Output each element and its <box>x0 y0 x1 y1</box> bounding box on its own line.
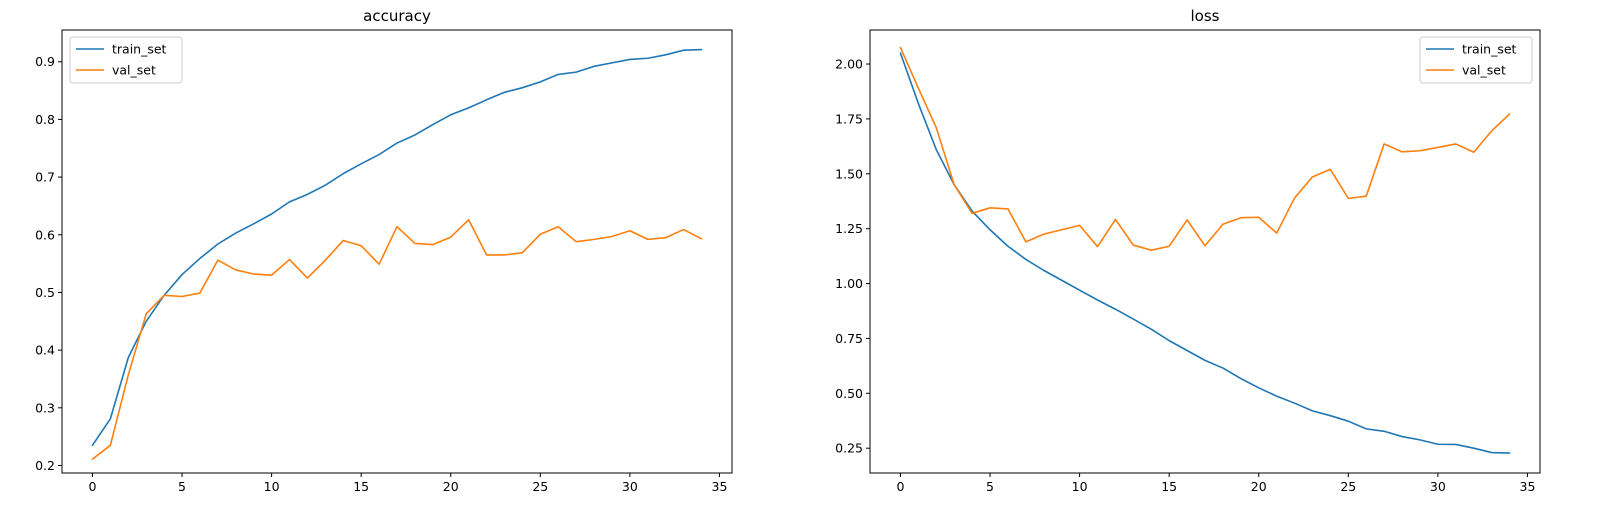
chart-title: accuracy <box>363 7 431 25</box>
x-tick-label: 15 <box>353 479 369 494</box>
x-tick-label: 0 <box>896 479 904 494</box>
legend-label: val_set <box>1462 63 1506 78</box>
y-tick-label: 1.00 <box>835 276 863 291</box>
x-tick-label: 30 <box>622 479 638 494</box>
x-tick-label: 20 <box>1251 479 1267 494</box>
series-line-train-set <box>91 48 703 447</box>
series-line-val-set <box>91 218 703 460</box>
legend-label: train_set <box>112 42 167 57</box>
x-tick-label: 35 <box>712 479 728 494</box>
x-tick-label: 20 <box>443 479 459 494</box>
y-tick-label: 0.25 <box>835 441 863 456</box>
x-tick-label: 0 <box>88 479 96 494</box>
y-tick-label: 0.5 <box>35 285 55 300</box>
series-line-val-set <box>899 46 1511 251</box>
y-tick-label: 0.8 <box>35 112 55 127</box>
y-tick-label: 1.50 <box>835 166 863 181</box>
y-tick-label: 0.6 <box>35 227 55 242</box>
y-tick-label: 0.75 <box>835 331 863 346</box>
x-tick-label: 25 <box>1340 479 1356 494</box>
x-tick-label: 5 <box>178 479 186 494</box>
chart-title: loss <box>1191 7 1220 25</box>
legend-label: val_set <box>112 63 156 78</box>
axes-frame <box>869 29 1541 474</box>
x-tick-label: 25 <box>532 479 548 494</box>
series-line-train-set <box>899 52 1511 454</box>
y-tick-label: 0.4 <box>35 343 55 358</box>
y-tick-label: 0.7 <box>35 170 55 185</box>
x-tick-label: 35 <box>1520 479 1536 494</box>
legend: train_set val_set <box>69 36 183 84</box>
y-tick-label: 1.25 <box>835 221 863 236</box>
accuracy-subplot: accuracy 0 5 10 15 20 25 30 35 0.2 0.3 0.4 0.5 0.6 0.7… <box>35 7 733 494</box>
loss-subplot: loss 0 5 10 15 20 25 30 35 0.25 0.50 0.75 1.00 1.25 1.… <box>835 7 1541 494</box>
x-tick-label: 30 <box>1430 479 1446 494</box>
x-tick-label: 10 <box>1072 479 1088 494</box>
y-tick-label: 0.9 <box>35 54 55 69</box>
y-tick-label: 0.3 <box>35 400 55 415</box>
legend: train_set val_set <box>1419 36 1533 84</box>
axes-frame <box>61 29 733 474</box>
y-tick-label: 0.2 <box>35 458 55 473</box>
legend-label: train_set <box>1462 42 1517 57</box>
x-tick-label: 15 <box>1161 479 1177 494</box>
x-tick-label: 5 <box>986 479 994 494</box>
x-tick-label: 10 <box>264 479 280 494</box>
y-tick-label: 1.75 <box>835 111 863 126</box>
y-tick-label: 0.50 <box>835 386 863 401</box>
y-tick-label: 2.00 <box>835 57 863 72</box>
